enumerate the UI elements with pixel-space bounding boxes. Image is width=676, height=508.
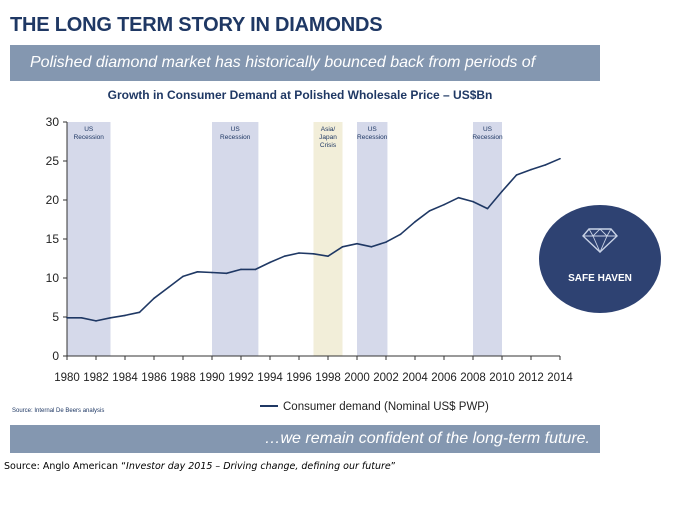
data-point: [370, 246, 373, 248]
x-tick-label: 1998: [315, 372, 341, 384]
data-point: [327, 255, 329, 257]
safe-haven-label: SAFE HAVEN: [568, 273, 632, 284]
x-tick-label: 2012: [518, 372, 544, 384]
data-point: [414, 221, 416, 223]
data-point: [559, 157, 561, 160]
data-point: [530, 168, 532, 171]
y-tick-label: 25: [46, 154, 60, 168]
data-point: [124, 314, 126, 317]
x-tick-label: 1988: [170, 372, 196, 384]
x-tick-label: 2002: [373, 372, 399, 384]
band-recession: [473, 122, 502, 356]
data-point: [80, 316, 83, 319]
band-label: Recession: [220, 134, 251, 141]
data-point: [443, 203, 445, 206]
x-tick-label: 1992: [228, 372, 254, 384]
band-recession: [212, 122, 259, 356]
band-label: US: [231, 126, 241, 133]
x-tick-label: 1984: [112, 372, 138, 384]
data-point: [196, 270, 199, 273]
data-point: [428, 210, 431, 212]
footer-suffix: ”: [390, 461, 396, 472]
bands-layer: USRecessionUSRecessionAsia/JapanCrisisUS…: [67, 122, 503, 356]
y-tick-label: 0: [52, 349, 59, 363]
data-point: [515, 174, 518, 176]
x-tick-label: 1990: [199, 372, 225, 384]
band-label: Japan: [319, 134, 337, 141]
x-tick-label: 1982: [83, 372, 109, 384]
x-tick-label: 2000: [344, 372, 370, 384]
legend-label: Consumer demand (Nominal US$ PWP): [283, 401, 489, 413]
band-label: Recession: [357, 134, 388, 141]
chart-source: Source: Internal De Beers analysis: [12, 408, 105, 414]
data-point: [109, 316, 112, 319]
bottom-banner: …we remain confident of the long-term fu…: [10, 425, 600, 453]
data-point: [457, 196, 460, 199]
y-tick-label: 30: [46, 115, 60, 129]
band-label: Asia/: [321, 126, 336, 133]
chart: USRecessionUSRecessionAsia/JapanCrisisUS…: [46, 115, 574, 413]
x-tick-label: 2006: [431, 372, 457, 384]
x-tick-label: 1986: [141, 372, 167, 384]
safe-haven-badge: SAFE HAVEN: [539, 205, 661, 313]
data-point: [501, 190, 503, 193]
x-tick-label: 1996: [286, 372, 312, 384]
footer-source: Source: Anglo American “Investor day 201…: [4, 461, 396, 472]
band-label: US: [483, 126, 493, 133]
footer-prefix: Source: Anglo American “: [4, 461, 127, 472]
data-point: [95, 320, 97, 322]
data-point: [283, 255, 286, 257]
axes-layer: 0 5 10 15 20 25 30 1980 1982 1984 1986 1988 1990 1992…: [46, 115, 574, 384]
data-point: [66, 316, 68, 319]
band-label: US: [84, 126, 94, 133]
band-label: Recession: [74, 134, 105, 141]
band-recession: [357, 122, 388, 356]
data-point: [385, 241, 387, 243]
data-point: [182, 275, 184, 278]
data-point: [225, 272, 228, 275]
top-banner: Polished diamond market has historically…: [10, 45, 600, 107]
x-tick-label: 2010: [489, 372, 515, 384]
data-point: [269, 261, 271, 264]
x-tick-label: 2004: [402, 372, 428, 384]
y-tick-label: 10: [46, 271, 60, 285]
diamond-icon: [582, 228, 618, 253]
band-recession: [67, 122, 111, 356]
data-point: [153, 297, 155, 300]
data-point: [254, 268, 257, 271]
data-point: [298, 252, 300, 254]
data-point: [472, 200, 474, 203]
band-label: US: [368, 126, 378, 133]
chart-title: Growth in Consumer Demand at Polished Wh…: [107, 88, 493, 102]
x-tick-label: 2008: [460, 372, 486, 384]
data-point: [399, 233, 402, 236]
band-label: Recession: [472, 134, 503, 141]
x-tick-label: 2014: [547, 372, 573, 384]
data-point: [211, 271, 213, 274]
y-tick-label: 20: [46, 193, 60, 207]
x-tick-label: 1980: [54, 372, 80, 384]
band-crisis: [313, 122, 343, 356]
data-point: [486, 207, 489, 210]
data-point: [544, 164, 547, 166]
x-tick-label: 1994: [257, 372, 283, 384]
legend-layer: Consumer demand (Nominal US$ PWP): [260, 401, 489, 413]
data-point: [341, 246, 344, 248]
data-point: [138, 311, 141, 314]
data-point: [312, 253, 315, 255]
series-layer: [66, 157, 561, 322]
band-label: Crisis: [320, 142, 337, 149]
y-tick-label: 15: [46, 232, 60, 246]
data-point: [167, 286, 170, 289]
footer-italic: Investor day 2015 – Driving change, defi…: [126, 461, 391, 472]
y-tick-label: 5: [52, 310, 59, 324]
slide-title: THE LONG TERM STORY IN DIAMONDS: [10, 14, 383, 36]
data-point: [356, 242, 358, 245]
data-point: [240, 268, 242, 271]
